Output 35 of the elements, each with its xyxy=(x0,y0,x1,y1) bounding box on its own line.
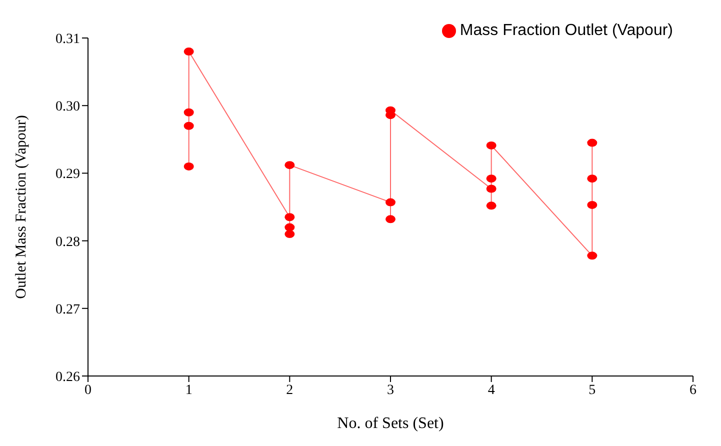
x-tick-label: 4 xyxy=(488,382,495,398)
legend-label: Mass Fraction Outlet (Vapour) xyxy=(460,22,673,39)
point xyxy=(284,161,295,170)
point xyxy=(486,184,496,193)
point xyxy=(184,48,194,56)
y-tick-label: 0.31 xyxy=(56,32,80,47)
point xyxy=(486,174,496,183)
point xyxy=(587,138,598,147)
point xyxy=(486,141,496,150)
y-tick-label: 0.26 xyxy=(56,370,80,385)
y-tick-label: 0.27 xyxy=(56,302,80,318)
point xyxy=(486,202,496,210)
x-axis-title: No. of Sets (Set) xyxy=(337,415,444,432)
point xyxy=(386,106,396,114)
point xyxy=(184,162,194,170)
y-tick-label: 0.29 xyxy=(56,167,80,182)
x-tick-label: 0 xyxy=(84,382,92,398)
y-tick-label: 0.30 xyxy=(56,100,80,115)
point xyxy=(284,223,295,232)
y-tick-label: 0.28 xyxy=(56,234,80,250)
point xyxy=(184,122,194,130)
point xyxy=(386,198,396,206)
point xyxy=(184,108,194,116)
point xyxy=(587,252,598,260)
x-tick-label: 3 xyxy=(387,382,394,398)
point xyxy=(587,174,598,183)
x-tick-label: 5 xyxy=(588,382,596,398)
point xyxy=(284,213,295,222)
x-tick-label: 2 xyxy=(286,382,294,398)
y-axis-title: Outlet Mass Fraction (Vapour) xyxy=(13,115,30,299)
point xyxy=(284,230,295,238)
point xyxy=(386,215,396,224)
point xyxy=(587,200,598,209)
x-tick-label: 6 xyxy=(690,382,696,398)
x-tick-label: 1 xyxy=(185,382,192,398)
